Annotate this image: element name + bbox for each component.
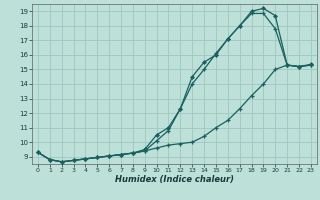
- X-axis label: Humidex (Indice chaleur): Humidex (Indice chaleur): [115, 175, 234, 184]
